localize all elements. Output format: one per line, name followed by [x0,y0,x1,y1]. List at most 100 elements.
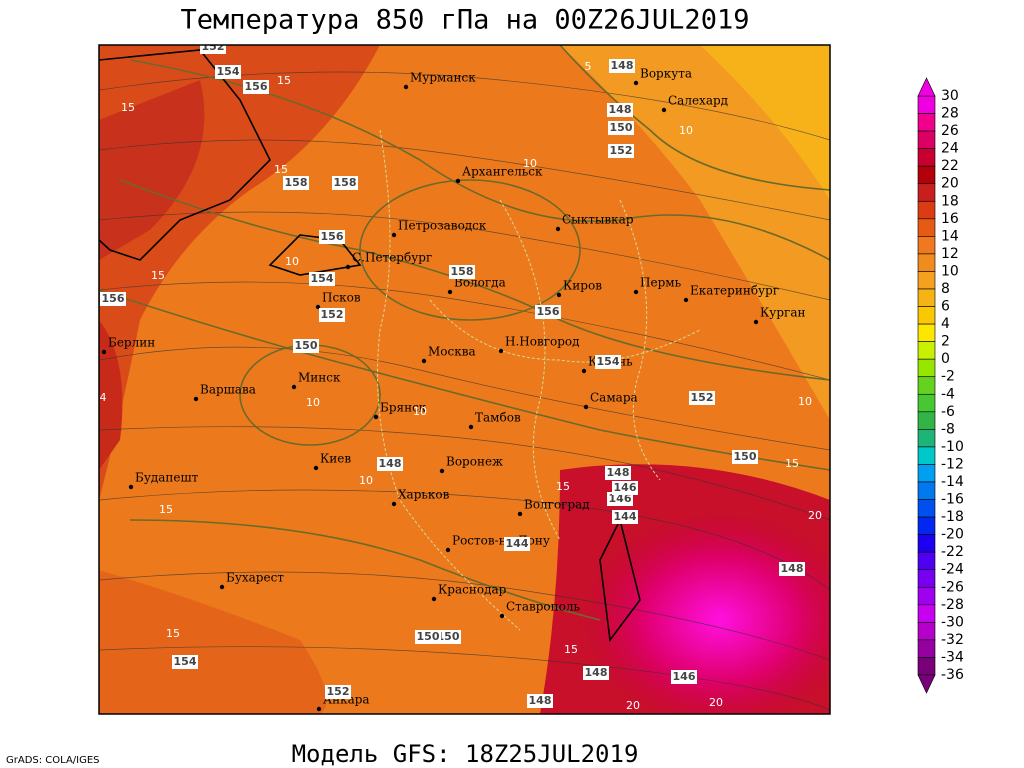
city-label: Варшава [200,383,256,397]
colorbar-tick-label: 12 [941,246,959,262]
isotherm-label: 10 [523,157,537,170]
city-dot [517,511,523,517]
contour-label-box [612,510,638,524]
contour-label-box [612,481,638,495]
contour-label-box [200,45,226,54]
contour-label: 152 [610,144,633,157]
subtitle: Модель GFS: 18Z25JUL2019 [292,740,639,768]
colorbar-tick-label: -14 [941,474,964,490]
city-dot [455,178,461,184]
colorbar-tick-label: 8 [941,281,950,297]
contour-label-box [608,144,634,158]
city-dot [391,501,397,507]
colorbar-bin [917,200,936,220]
isotherm-label: 20 [808,509,822,522]
contour-label-box [435,630,461,644]
contour-label-box [449,265,475,279]
contour-label-box [595,355,621,369]
colorbar-tick-label: -8 [941,421,955,437]
city-dot [555,226,561,232]
city-label: Псков [322,291,361,305]
city-label: Екатеринбург [690,284,779,298]
contour-label: 154 [311,272,334,285]
title: Температура 850 гПа на 00Z26JUL2019 [181,5,750,36]
region-sw [99,570,327,714]
colorbar-bin [917,481,936,500]
colorbar-tick-label: -2 [941,369,955,385]
colorbar-bin [917,569,936,588]
contour-label: 150 [734,450,757,463]
city-dot [498,348,504,354]
colorbar-bin [917,183,936,202]
map-labels: Мурманск Воркута Салехард Архангельск Петроз… [100,45,822,712]
colorbar-tick-label: -16 [941,492,964,508]
city-dot [421,358,427,364]
contour-label-box [243,80,269,94]
city-label: Волгоград [524,498,590,512]
contour-label: 156 [537,305,560,318]
map-frame [98,44,831,715]
borders [377,129,701,631]
colorbar-tick-label: -18 [941,509,964,525]
contour-label-box [377,457,403,471]
contour-label: 146 [609,492,632,505]
colorbar-bin [917,253,936,272]
contour-label: 150 [295,339,318,352]
colorbar-top-arrow [917,77,936,97]
city-dot [403,84,409,90]
colorbar-tick-label: 14 [941,228,959,244]
isotherm-label: 15 [277,74,291,87]
contour-label-box [689,391,715,405]
colorbar-bin [917,376,936,395]
contour-label: 150 [417,630,440,643]
contour-label-box [732,450,758,464]
city-label: Мурманск [410,71,476,85]
colorbar-bottom-arrow [917,674,936,694]
contour-label-box [415,630,441,644]
city-label: Киев [320,452,351,466]
colorbar-bin [917,341,936,360]
city-dot [468,424,474,430]
colorbar-tick-label: 0 [941,351,950,367]
contour-label-box [605,466,631,480]
colorbar-bin [917,393,936,413]
contour-label: 156 [102,292,125,305]
isotherm-label: 15 [564,643,578,656]
warm-region-w [99,320,123,470]
contour-label: 150 [610,121,633,134]
colorbar-bin [917,148,936,167]
contour-label-box [671,670,697,684]
hot-core [580,510,830,714]
contour-label-box [527,694,553,708]
isotherm-label: 10 [359,474,373,487]
warm-region-ne [560,45,830,420]
city-dot [633,80,639,86]
city-dot [661,107,667,113]
city-label: Харьков [398,488,450,502]
isotherm-label: 15 [121,101,135,114]
coastline [99,49,271,261]
warm-region-nw2 [99,80,205,260]
colorbar-bin [917,95,936,114]
contour-label-box [215,65,241,79]
city-dot [556,292,562,298]
isotherm-label: 15 [785,457,799,470]
contour-label: 158 [334,176,357,189]
colorbar-bin [917,499,936,518]
colorbar-tick-label: -10 [941,439,964,455]
colorbar-tick-label: -6 [941,404,955,420]
city-dot [313,465,319,471]
contour-label: 150 [437,630,460,643]
city-label: Ростов-на-Дону [452,534,550,548]
isotherm-label: 15 [159,503,173,516]
contour-label-box [608,121,634,135]
colorbar-bin [917,288,936,307]
colorbar-tick-label: -22 [941,544,964,560]
colorbar-bin [917,551,936,571]
colorbar-tick-label: 22 [941,158,959,174]
city-label: Ставрополь [506,600,580,614]
colorbar-tick-label: -28 [941,597,964,613]
contour-label: 158 [451,265,474,278]
contour-label-box [583,666,609,680]
isotherm-label: 15 [274,163,288,176]
